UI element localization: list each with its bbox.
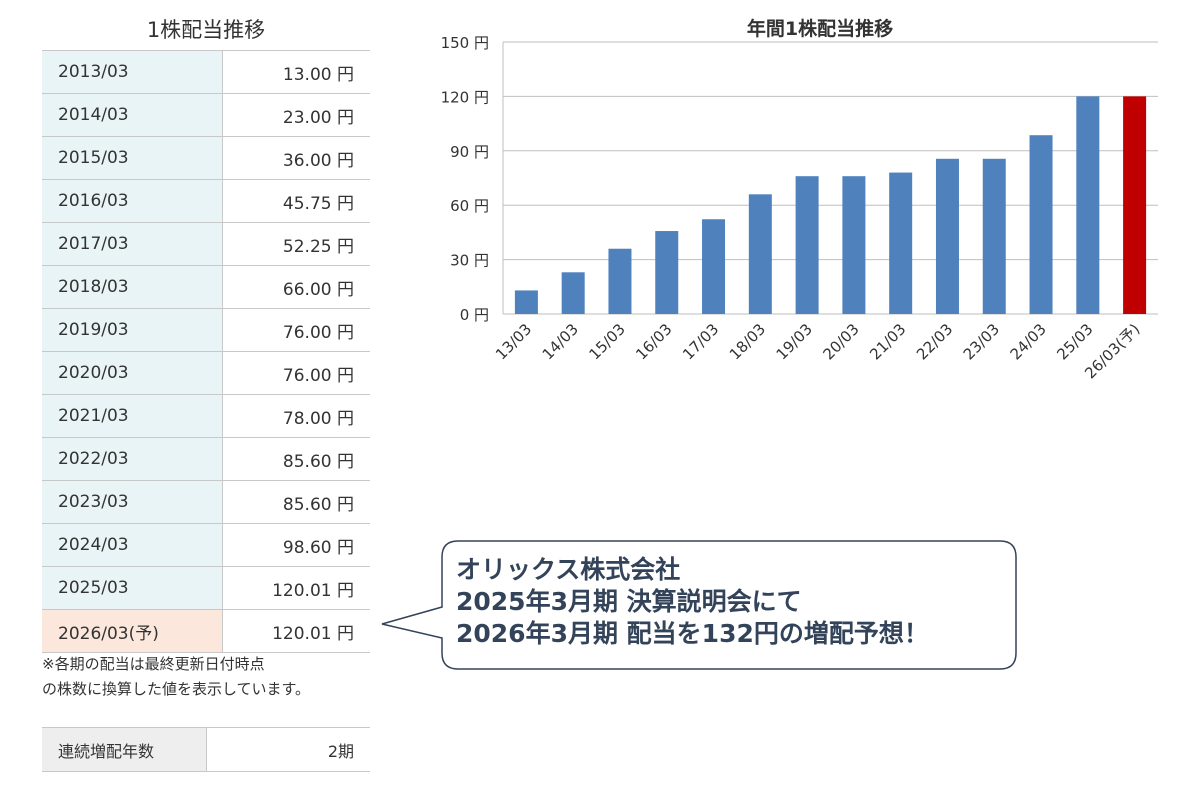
- amount-cell: 45.75 円: [222, 179, 370, 223]
- callout-line-3: 2026年3月期 配当を132円の増配予想！: [456, 619, 929, 648]
- period-cell: 2013/03: [42, 50, 223, 94]
- callout-line-2: 2025年3月期 決算説明会にて: [456, 587, 802, 616]
- bar: [748, 194, 772, 314]
- dividend-bar-chart: 0 円 30 円 60 円 90 円 120 円 150 円 13/03 14/03 15/03…: [441, 34, 1158, 382]
- chart-title: 年間1株配当推移: [746, 18, 894, 40]
- x-tick-label: 23/03: [960, 320, 1003, 363]
- period-cell: 2025/03: [42, 566, 223, 610]
- table-row: 2023/03 85.60 円: [42, 480, 370, 524]
- streak-value: 2期: [206, 727, 370, 772]
- table-row: 2014/03 23.00 円: [42, 93, 370, 137]
- x-tick-label: 22/03: [913, 320, 956, 363]
- x-tick-label: 13/03: [492, 320, 535, 363]
- period-cell: 2023/03: [42, 480, 223, 524]
- period-cell: 2021/03: [42, 394, 223, 438]
- bar: [1029, 135, 1053, 314]
- amount-cell: 66.00 円: [222, 265, 370, 309]
- period-cell: 2020/03: [42, 351, 223, 395]
- amount-cell: 85.60 円: [222, 480, 370, 524]
- bar: [655, 231, 679, 314]
- table-row: 2013/03 13.00 円: [42, 50, 370, 94]
- period-cell: 2022/03: [42, 437, 223, 481]
- bar: [842, 176, 866, 314]
- streak-label: 連続増配年数: [42, 727, 207, 772]
- table-row: 2025/03 120.01 円: [42, 566, 370, 610]
- callout-text: オリックス株式会社 2025年3月期 決算説明会にて 2026年3月期 配当を1…: [456, 554, 1016, 650]
- period-cell: 2018/03: [42, 265, 223, 309]
- table-row: 2026/03(予) 120.01 円: [42, 609, 370, 653]
- callout-line-1: オリックス株式会社: [456, 555, 681, 584]
- callout-shape: [381, 540, 1017, 670]
- bar: [1123, 96, 1147, 314]
- period-cell: 2014/03: [42, 93, 223, 137]
- callout-bubble: [381, 540, 1017, 670]
- bar: [702, 219, 726, 314]
- amount-cell: 52.25 円: [222, 222, 370, 266]
- x-tick-label: 14/03: [539, 320, 582, 363]
- y-tick-label: 0 円: [460, 306, 489, 324]
- table-row: 2017/03 52.25 円: [42, 222, 370, 266]
- amount-cell: 76.00 円: [222, 308, 370, 352]
- amount-cell: 23.00 円: [222, 93, 370, 137]
- table-row: 2021/03 78.00 円: [42, 394, 370, 438]
- period-cell: 2019/03: [42, 308, 223, 352]
- x-tick-label: 19/03: [773, 320, 816, 363]
- period-cell: 2017/03: [42, 222, 223, 266]
- table-note: ※各期の配当は最終更新日付時点 の株数に換算した値を表示しています。: [42, 652, 382, 702]
- table-row: 2024/03 98.60 円: [42, 523, 370, 567]
- period-cell: 2016/03: [42, 179, 223, 223]
- y-tick-label: 60 円: [450, 197, 489, 215]
- bar: [1076, 96, 1100, 314]
- x-tick-label: 16/03: [632, 320, 675, 363]
- table-row: 2019/03 76.00 円: [42, 308, 370, 352]
- amount-cell: 98.60 円: [222, 523, 370, 567]
- table-row: 2020/03 76.00 円: [42, 351, 370, 395]
- bar: [608, 248, 632, 314]
- y-tick-label: 150 円: [441, 34, 489, 52]
- table-row: 2018/03 66.00 円: [42, 265, 370, 309]
- bar: [561, 272, 585, 314]
- table-title: 1株配当推移: [146, 18, 266, 42]
- amount-cell: 120.01 円: [222, 609, 370, 653]
- table-row: 2022/03 85.60 円: [42, 437, 370, 481]
- dividend-table: 2013/03 13.00 円 2014/03 23.00 円 2015/03 36.00…: [42, 50, 370, 653]
- period-cell: 2026/03(予): [42, 609, 223, 653]
- bar: [514, 290, 538, 314]
- amount-cell: 85.60 円: [222, 437, 370, 481]
- amount-cell: 76.00 円: [222, 351, 370, 395]
- y-tick-label: 90 円: [450, 143, 489, 161]
- x-tick-label: 24/03: [1007, 320, 1050, 363]
- table-row: 2015/03 36.00 円: [42, 136, 370, 180]
- table-row: 2016/03 45.75 円: [42, 179, 370, 223]
- x-tick-label: 18/03: [726, 320, 769, 363]
- amount-cell: 120.01 円: [222, 566, 370, 610]
- amount-cell: 78.00 円: [222, 394, 370, 438]
- bar: [982, 158, 1006, 314]
- y-tick-label: 30 円: [450, 252, 489, 270]
- amount-cell: 36.00 円: [222, 136, 370, 180]
- x-tick-label: 21/03: [866, 320, 909, 363]
- bar: [935, 158, 959, 314]
- x-tick-label: 25/03: [1053, 320, 1096, 363]
- note-line-1: ※各期の配当は最終更新日付時点: [42, 655, 265, 673]
- bar: [795, 176, 819, 314]
- x-tick-label: 17/03: [679, 320, 722, 363]
- period-cell: 2015/03: [42, 136, 223, 180]
- amount-cell: 13.00 円: [222, 50, 370, 94]
- period-cell: 2024/03: [42, 523, 223, 567]
- streak-row: 連続増配年数 2期: [42, 727, 370, 772]
- note-line-2: の株数に換算した値を表示しています。: [42, 680, 311, 698]
- x-tick-label: 15/03: [585, 320, 628, 363]
- y-tick-label: 120 円: [441, 88, 489, 106]
- x-tick-label: 20/03: [819, 320, 862, 363]
- streak-table: 連続増配年数 2期: [42, 727, 370, 772]
- bar: [889, 172, 913, 314]
